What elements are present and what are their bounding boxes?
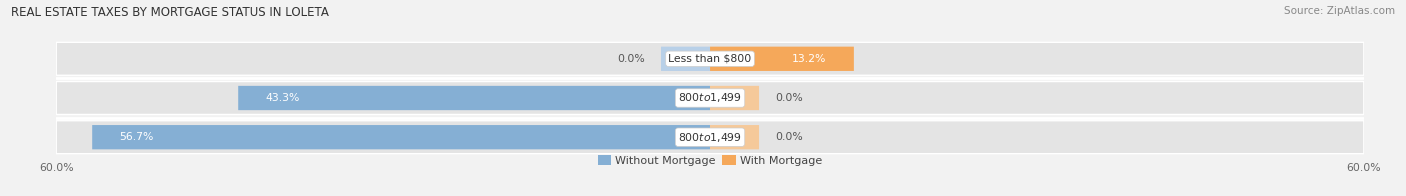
Text: 0.0%: 0.0%	[776, 132, 803, 142]
Text: 0.0%: 0.0%	[776, 93, 803, 103]
Text: 0.0%: 0.0%	[617, 54, 644, 64]
FancyBboxPatch shape	[56, 121, 1364, 154]
FancyBboxPatch shape	[661, 47, 710, 71]
FancyBboxPatch shape	[710, 47, 853, 71]
Text: REAL ESTATE TAXES BY MORTGAGE STATUS IN LOLETA: REAL ESTATE TAXES BY MORTGAGE STATUS IN …	[11, 6, 329, 19]
Text: $800 to $1,499: $800 to $1,499	[678, 92, 742, 104]
Text: $800 to $1,499: $800 to $1,499	[678, 131, 742, 144]
Text: 13.2%: 13.2%	[792, 54, 827, 64]
FancyBboxPatch shape	[56, 42, 1364, 75]
Text: 43.3%: 43.3%	[266, 93, 299, 103]
Legend: Without Mortgage, With Mortgage: Without Mortgage, With Mortgage	[593, 151, 827, 170]
FancyBboxPatch shape	[56, 82, 1364, 114]
FancyBboxPatch shape	[710, 86, 759, 110]
FancyBboxPatch shape	[93, 125, 710, 149]
Text: Less than $800: Less than $800	[668, 54, 752, 64]
FancyBboxPatch shape	[710, 125, 759, 149]
Text: 56.7%: 56.7%	[120, 132, 153, 142]
FancyBboxPatch shape	[238, 86, 710, 110]
Text: Source: ZipAtlas.com: Source: ZipAtlas.com	[1284, 6, 1395, 16]
